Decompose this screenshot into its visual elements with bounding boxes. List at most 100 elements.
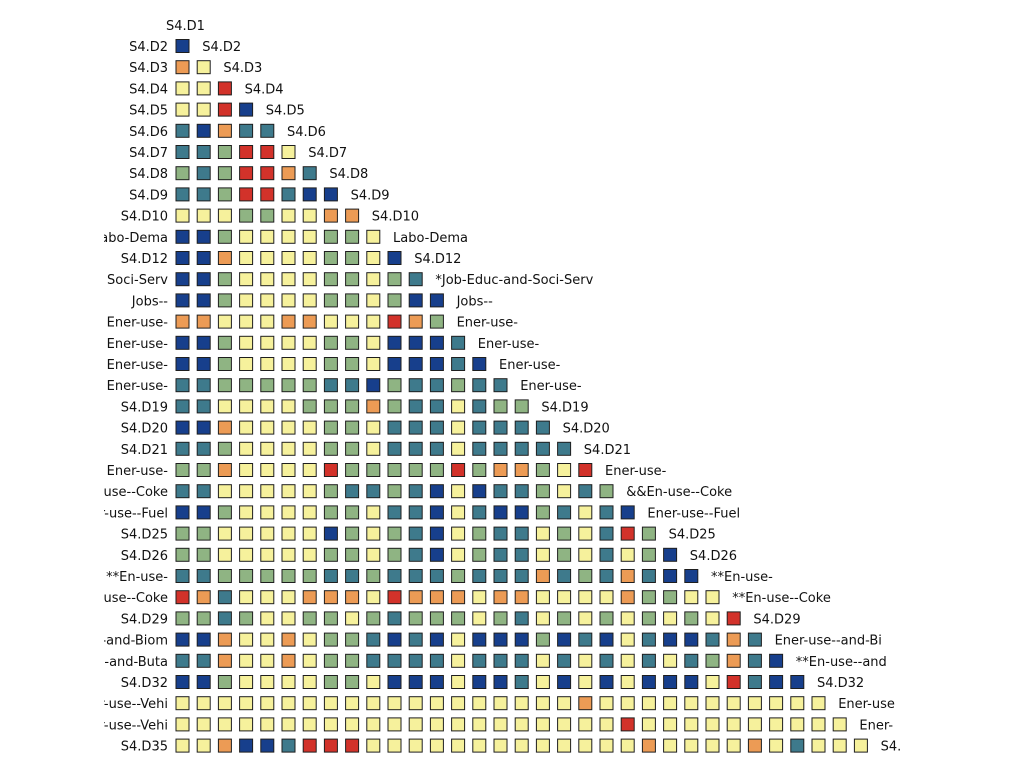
heatmap-cell (302, 590, 317, 605)
heatmap-cell (217, 102, 232, 117)
heatmap-cell (451, 399, 466, 414)
heatmap-cell (302, 357, 317, 371)
heatmap-cell (175, 526, 190, 541)
heatmap-cell (323, 378, 338, 393)
heatmap-cell (408, 590, 423, 605)
heatmap-cell (429, 569, 444, 583)
row-label: S4.D9 (129, 188, 168, 203)
heatmap-cell (684, 653, 699, 668)
heatmap-cell (769, 696, 784, 711)
heatmap-cell (239, 717, 254, 732)
heatmap-cell (408, 653, 423, 668)
heatmap-cell (578, 569, 593, 583)
diagonal-label: **En-use--and (796, 655, 887, 670)
heatmap-cell (408, 484, 423, 499)
row-label: Ener-use--Vehi (104, 718, 168, 733)
heatmap-cell (281, 251, 296, 265)
heatmap-cell (281, 590, 296, 605)
heatmap-cell (175, 229, 190, 244)
heatmap-cell (472, 738, 487, 753)
heatmap-cell (260, 166, 275, 181)
diagonal-label: S4.D3 (223, 61, 262, 76)
heatmap-cell (281, 611, 296, 626)
heatmap-cell (641, 653, 656, 668)
heatmap-cell (408, 505, 423, 520)
correlation-heatmap: S4.D1 S4.D2 S4.D2 S4.D3 S4.D3 S4.D4 S4.D4 S4.D5… (104, 19, 901, 755)
row-label: Ener-use--Vehi (104, 697, 168, 712)
heatmap-cell (557, 463, 572, 477)
heatmap-cell (684, 675, 699, 689)
heatmap-cell (535, 547, 550, 562)
heatmap-cell (239, 569, 254, 583)
heatmap-cell (514, 611, 529, 626)
heatmap-cell (175, 590, 190, 605)
heatmap-cell (408, 272, 423, 287)
heatmap-viewport[interactable]: S4.D1 S4.D2 S4.D2 S4.D3 S4.D3 S4.D4 S4.D4 S4.D5… (104, 0, 920, 768)
row-label: Ener-use--Fuel (104, 506, 168, 521)
heatmap-cell (366, 738, 381, 753)
heatmap-cell (472, 441, 487, 456)
heatmap-cell (663, 717, 678, 732)
heatmap-cell (684, 611, 699, 626)
heatmap-cell (408, 314, 423, 329)
heatmap-cell (217, 81, 232, 96)
heatmap-cell (408, 399, 423, 414)
heatmap-cell (535, 463, 550, 477)
heatmap-cell (302, 463, 317, 477)
diagonal-label: Ener-use--and-Bi (775, 634, 882, 649)
heatmap-cell (260, 717, 275, 732)
heatmap-cell (408, 696, 423, 711)
heatmap-cell (217, 251, 232, 265)
heatmap-cell (345, 484, 360, 499)
heatmap-cell (451, 526, 466, 541)
heatmap-cell (281, 569, 296, 583)
heatmap-cell (535, 696, 550, 711)
heatmap-cell (175, 632, 190, 647)
heatmap-cell (175, 123, 190, 138)
heatmap-cell (196, 590, 211, 605)
heatmap-cell (429, 653, 444, 668)
heatmap-cell (196, 547, 211, 562)
heatmap-cell (302, 547, 317, 562)
heatmap-cell (239, 590, 254, 605)
heatmap-cell (429, 399, 444, 414)
heatmap-cell (323, 272, 338, 287)
heatmap-cell (726, 611, 741, 626)
heatmap-cell (726, 632, 741, 647)
row-label: Jobs-- (131, 294, 169, 309)
heatmap-cell (620, 632, 635, 647)
row-label: Ener-use- (107, 358, 169, 373)
diagonal-label: &&En-use--Coke (626, 485, 732, 500)
heatmap-cell (514, 632, 529, 647)
heatmap-cell (281, 399, 296, 414)
heatmap-cell (578, 632, 593, 647)
heatmap-cell (726, 675, 741, 689)
heatmap-cell (345, 611, 360, 626)
heatmap-cell (196, 399, 211, 414)
heatmap-cell (281, 420, 296, 435)
heatmap-cell (281, 229, 296, 244)
heatmap-cell (302, 378, 317, 393)
heatmap-cell (599, 675, 614, 689)
heatmap-cell (217, 357, 232, 371)
heatmap-cell (387, 399, 402, 414)
heatmap-cell (217, 187, 232, 202)
heatmap-cell (451, 738, 466, 753)
heatmap-cell (535, 717, 550, 732)
heatmap-cell (429, 484, 444, 499)
heatmap-cell (302, 314, 317, 329)
heatmap-cell (175, 378, 190, 393)
heatmap-cell (451, 696, 466, 711)
heatmap-cell (260, 463, 275, 477)
heatmap-cell (429, 526, 444, 541)
heatmap-cell (620, 675, 635, 689)
heatmap-cell (323, 611, 338, 626)
heatmap-cell (514, 463, 529, 477)
heatmap-cell (175, 187, 190, 202)
heatmap-cell (557, 653, 572, 668)
heatmap-cell (281, 272, 296, 287)
heatmap-cell (726, 738, 741, 753)
row-label: S4.D5 (129, 104, 168, 119)
heatmap-cell (663, 738, 678, 753)
heatmap-cell (599, 696, 614, 711)
